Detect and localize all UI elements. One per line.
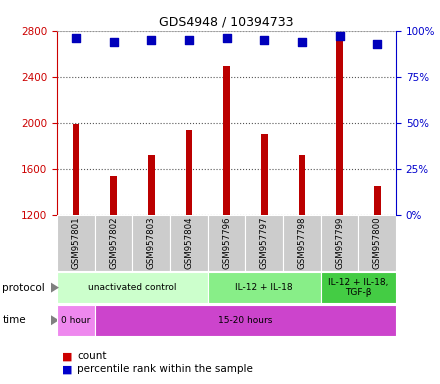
Polygon shape [51,315,59,325]
Bar [57,305,95,336]
Text: GSM957799: GSM957799 [335,217,344,269]
Text: protocol: protocol [2,283,45,293]
Text: GSM957804: GSM957804 [184,217,194,269]
Bar [186,130,192,215]
Text: unactivated control: unactivated control [88,283,177,292]
Bar [170,215,208,271]
Bar [321,215,358,271]
Bar [261,134,268,215]
Bar [57,215,95,271]
Text: IL-12 + IL-18: IL-12 + IL-18 [235,283,293,292]
Text: count: count [77,351,106,361]
Bar [73,124,79,215]
Bar [95,215,132,271]
Bar [208,215,246,271]
Text: ■: ■ [62,351,72,361]
Bar [132,215,170,271]
Point [223,35,230,41]
Point [336,33,343,39]
Point [148,37,155,43]
Text: 15-20 hours: 15-20 hours [218,316,273,325]
Point [185,37,192,43]
Point [261,37,268,43]
Point [298,39,305,45]
Text: time: time [2,315,26,325]
Text: 0 hour: 0 hour [61,316,91,325]
Point [110,39,117,45]
Text: IL-12 + IL-18,
TGF-β: IL-12 + IL-18, TGF-β [328,278,389,297]
Text: GSM957802: GSM957802 [109,217,118,269]
Text: ■: ■ [62,364,72,374]
Bar [283,215,321,271]
Bar [336,35,343,215]
Bar [223,66,230,215]
Text: GSM957797: GSM957797 [260,217,269,269]
Text: GSM957798: GSM957798 [297,217,306,269]
Bar [321,272,396,303]
Bar [148,155,155,215]
Bar [57,272,208,303]
Title: GDS4948 / 10394733: GDS4948 / 10394733 [159,15,294,28]
Bar [298,155,305,215]
Bar [95,305,396,336]
Text: GSM957803: GSM957803 [147,217,156,269]
Text: GSM957801: GSM957801 [72,217,81,269]
Text: GSM957796: GSM957796 [222,217,231,269]
Text: GSM957800: GSM957800 [373,217,381,269]
Text: percentile rank within the sample: percentile rank within the sample [77,364,253,374]
Bar [110,176,117,215]
Bar [358,215,396,271]
Point [73,35,80,41]
Bar [246,215,283,271]
Bar [208,272,321,303]
Bar [374,186,381,215]
Point [374,41,381,47]
Polygon shape [51,283,59,293]
